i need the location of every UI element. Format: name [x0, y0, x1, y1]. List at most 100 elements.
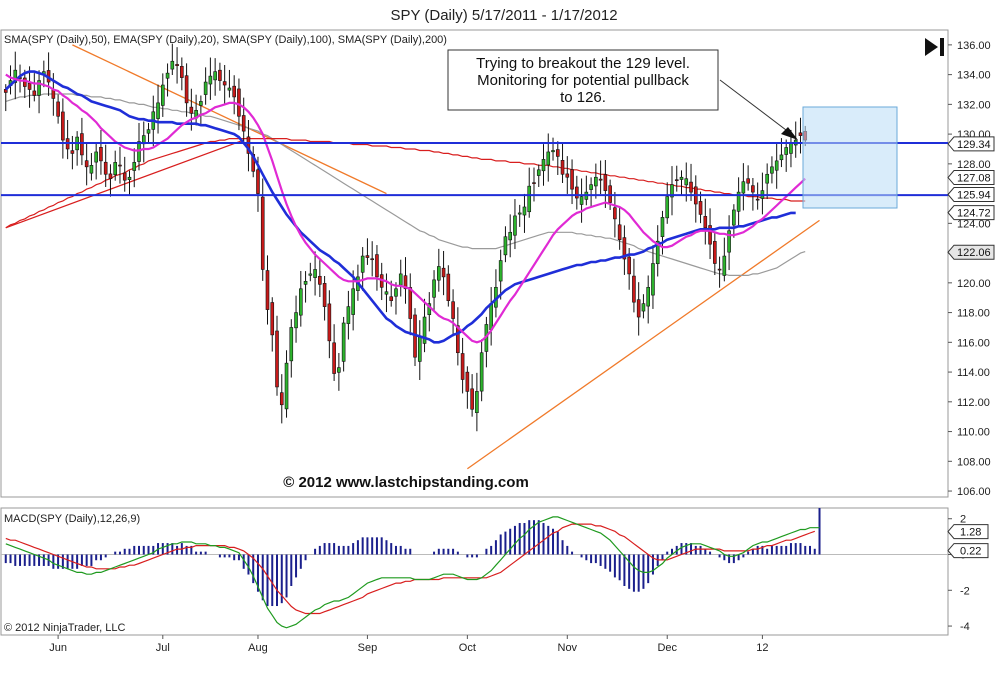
price-tick-label: 118.00 [957, 308, 990, 320]
macd-tick-label: -4 [960, 621, 970, 633]
candle [594, 163, 598, 199]
candle [432, 270, 436, 313]
price-marker-label: 129.34 [957, 139, 991, 151]
candle [313, 251, 317, 296]
price-marker: 127.08 [947, 170, 995, 186]
trendline-upper [72, 44, 387, 195]
macd-label: MACD(SPY (Daily),12,26,9) [4, 513, 140, 525]
price-marker: 125.94 [947, 186, 995, 202]
candle [32, 73, 37, 102]
macd-marker: 0.22 [947, 543, 989, 559]
candle [541, 144, 546, 186]
candle [337, 353, 341, 391]
candle [479, 339, 484, 402]
breakout-zone-box [802, 106, 898, 209]
candle [227, 69, 232, 98]
candle [522, 193, 527, 233]
candle [670, 166, 674, 216]
price-tick-label: 114.00 [957, 367, 990, 379]
candle [770, 156, 774, 184]
candle [322, 275, 327, 321]
x-axis: Jun Jul Aug Sep Oct Nov Dec 12 [49, 635, 769, 654]
macd-signal-line [5, 523, 816, 615]
candle [99, 130, 103, 175]
price-tick-label: 124.00 [957, 218, 991, 230]
candle [527, 167, 532, 218]
horizontal-levels [1, 142, 948, 197]
candle [732, 204, 736, 238]
price-marker-label: 124.72 [957, 208, 991, 220]
candle [180, 57, 184, 91]
price-axis: 106.00 108.00 110.00 112.00 114.00 116.00 118.… [948, 40, 991, 498]
candle [103, 144, 108, 187]
candle [222, 65, 227, 104]
indicator-legend: SMA(SPY (Daily),50), EMA(SPY (Daily),20)… [4, 34, 447, 46]
candle [503, 226, 508, 263]
x-tick-label: Jun [49, 642, 67, 654]
annotation-text: Trying to breakout the 129 level. Monitor… [476, 55, 690, 106]
candle [555, 141, 560, 176]
price-markers: 129.34 127.08 125.94 124.72 122.06 [947, 136, 995, 260]
macd-axis: 20-2-41.280.22 [947, 514, 989, 633]
candle [375, 245, 379, 291]
candle [798, 117, 803, 154]
price-marker-label: 122.06 [957, 247, 991, 259]
ema20-path [5, 73, 806, 344]
candle [722, 237, 727, 282]
candle [89, 153, 94, 181]
candle [146, 122, 151, 142]
x-tick-label: Oct [459, 642, 476, 654]
candle [70, 135, 75, 170]
x-tick-label: Sep [358, 642, 378, 654]
price-tick-label: 128.00 [957, 159, 991, 171]
price-marker-label: 125.94 [957, 189, 991, 201]
candle [127, 170, 132, 195]
play-forward-icon[interactable] [925, 38, 944, 56]
x-tick-label: 12 [756, 642, 768, 654]
candle [679, 170, 684, 195]
candle [165, 63, 170, 97]
watermark-text: © 2012 www.lastchipstanding.com [283, 474, 529, 491]
x-tick-label: Dec [657, 642, 677, 654]
candle [613, 191, 617, 238]
candle [84, 142, 89, 186]
price-tick-label: 112.00 [957, 397, 990, 409]
candle [218, 62, 222, 91]
candle [270, 297, 275, 352]
trendline-lower [466, 219, 820, 470]
candle [546, 133, 551, 182]
candle [118, 146, 122, 184]
candle [275, 315, 279, 396]
candle [655, 225, 660, 277]
candle [636, 282, 641, 336]
price-tick-label: 110.00 [957, 427, 990, 439]
candle [27, 66, 32, 108]
price-tick-label: 106.00 [957, 486, 991, 498]
chart-title: SPY (Daily) 5/17/2011 - 1/17/2012 [390, 7, 617, 24]
candle [498, 249, 503, 300]
candle [741, 163, 746, 211]
annotation-line: to 126. [560, 89, 606, 106]
candle [122, 156, 127, 192]
candle [470, 374, 474, 417]
candle [394, 282, 398, 315]
candle [665, 182, 670, 224]
candle [199, 95, 203, 124]
macd-marker: 1.28 [947, 524, 989, 540]
candle [208, 57, 213, 100]
macd-signal-path [5, 523, 816, 615]
candle [575, 175, 579, 210]
candle [56, 94, 60, 124]
candle [641, 294, 646, 319]
price-tick-label: 108.00 [957, 456, 991, 468]
candle [384, 273, 389, 313]
candle [456, 307, 460, 366]
candle [37, 70, 41, 114]
macd-panel [0, 507, 949, 636]
price-tick-label: 116.00 [957, 337, 990, 349]
price-tick-label: 132.00 [957, 99, 991, 111]
candle [175, 47, 179, 84]
macd-tick-label: 2 [960, 514, 966, 526]
macd-marker-label: 0.22 [960, 546, 981, 558]
